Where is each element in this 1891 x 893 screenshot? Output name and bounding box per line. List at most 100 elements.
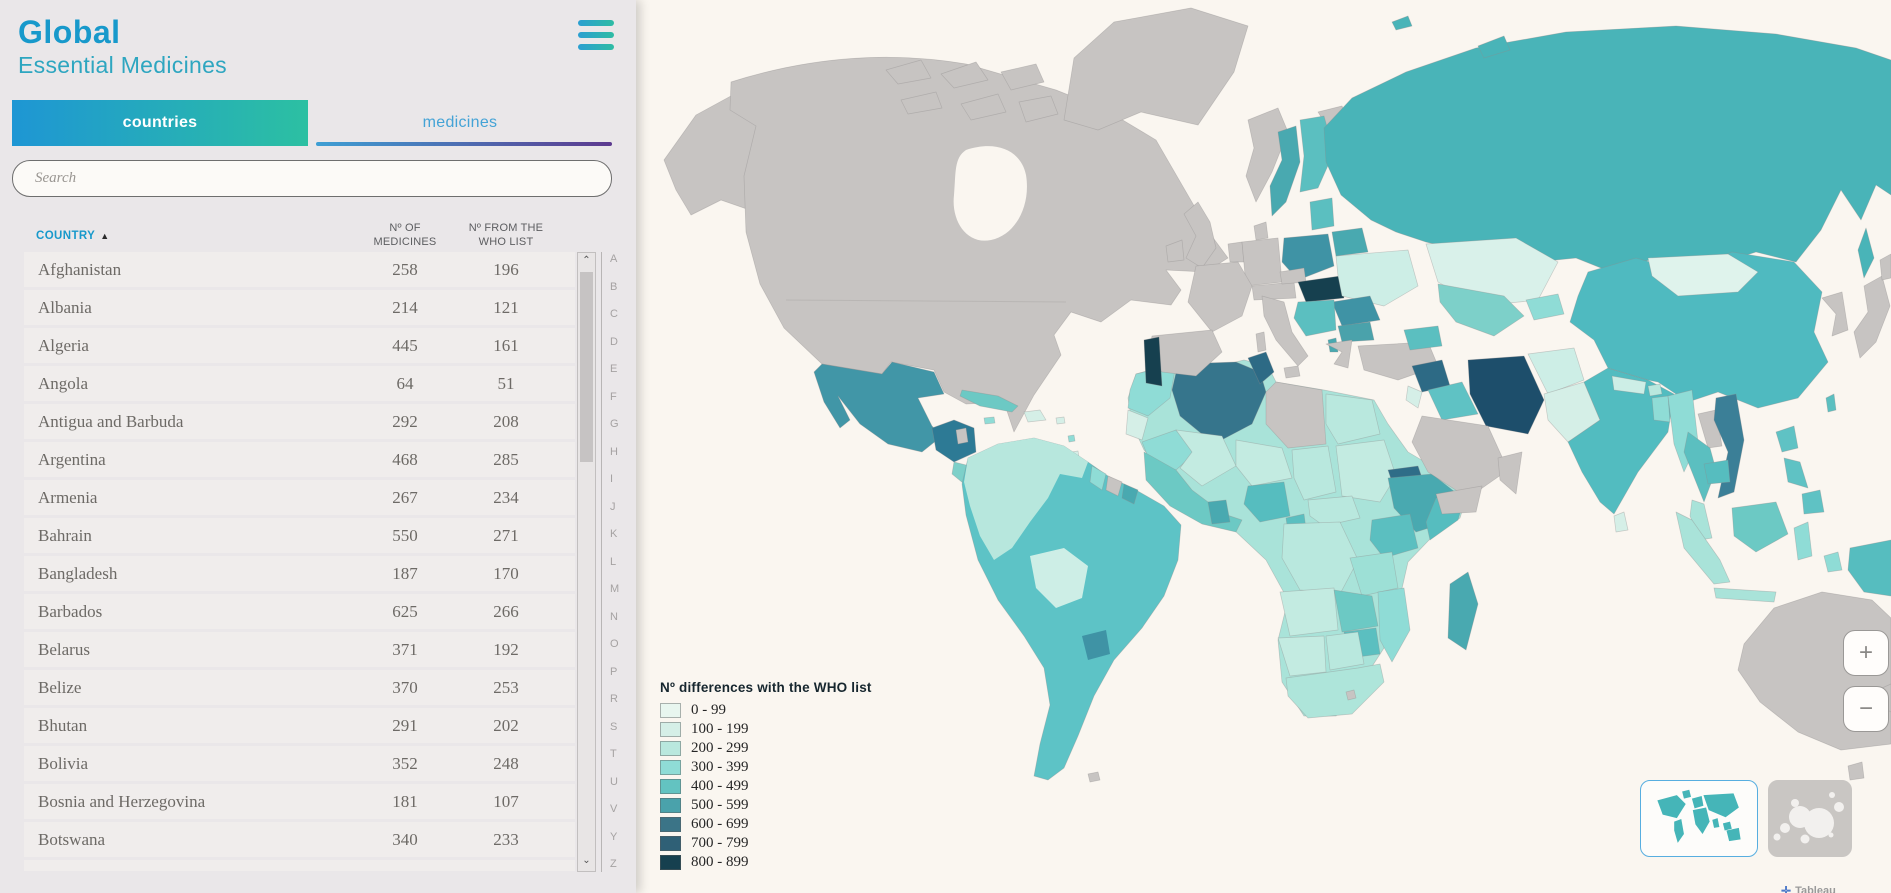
country-name-cell: Bolivia — [38, 754, 89, 773]
alphabet-letter[interactable]: U — [610, 775, 618, 788]
alphabet-letter[interactable]: N — [610, 610, 618, 623]
alphabet-letter[interactable]: O — [610, 638, 619, 650]
alphabet-letter[interactable]: L — [610, 555, 617, 568]
medicines-count-cell: 371 — [392, 640, 418, 659]
alphabet-letter[interactable]: V — [610, 803, 618, 815]
alphabet-letter[interactable]: D — [610, 335, 618, 348]
medicines-count-cell: 625 — [392, 602, 418, 621]
scroll-down-icon[interactable]: ⌄ — [582, 855, 591, 866]
who-list-count-cell: 234 — [493, 488, 519, 507]
search-input[interactable] — [12, 160, 612, 197]
column-header-medicines[interactable]: Nº OF MEDICINES — [373, 222, 437, 248]
legend-color-swatch — [660, 759, 681, 775]
medicines-count-cell: 258 — [392, 260, 418, 279]
table-row[interactable]: Afghanistan 258 196 — [24, 252, 575, 287]
legend-item: 400 - 499 — [660, 778, 872, 794]
alphabet-letter[interactable]: C — [610, 308, 618, 320]
attribution: ✛ Tableau — [1781, 884, 1836, 893]
zoom-in-button[interactable]: + — [1843, 630, 1889, 676]
country-name-cell: Armenia — [38, 488, 98, 507]
legend-title: Nº differences with the WHO list — [660, 680, 872, 695]
table-row[interactable]: Bhutan 291 202 — [24, 708, 575, 743]
legend-item: 800 - 899 — [660, 854, 872, 870]
legend-color-swatch — [660, 740, 681, 756]
region-asia — [1527, 251, 1891, 603]
table-row[interactable]: Armenia 267 234 — [24, 480, 575, 515]
who-list-count-cell: 107 — [493, 792, 519, 811]
legend-item: 0 - 99 — [660, 702, 872, 718]
alphabet-letter[interactable]: H — [610, 445, 618, 458]
table-row[interactable]: Argentina 468 285 — [24, 442, 575, 477]
map-style-choropleth-thumbnail[interactable] — [1640, 780, 1758, 857]
legend-range-label: 300 - 399 — [691, 758, 749, 775]
map-style-bubbles-thumbnail[interactable] — [1768, 780, 1852, 857]
country-name-cell: Belize — [38, 678, 82, 697]
alphabet-letter[interactable]: M — [610, 583, 620, 595]
tab-underline — [316, 142, 612, 146]
continent-europe — [1143, 107, 1439, 387]
country-name-cell: Barbados — [38, 602, 103, 621]
sidebar: Global Essential Medicines countries med… — [0, 0, 636, 893]
alphabet-letter[interactable]: Y — [610, 830, 618, 843]
table-row[interactable]: Bosnia and Herzegovina 181 107 — [24, 784, 575, 819]
medicines-count-cell: 267 — [392, 488, 418, 507]
alphabet-letter[interactable]: T — [610, 748, 617, 760]
table-row[interactable]: Antigua and Barbuda 292 208 — [24, 404, 575, 439]
table-row[interactable]: Barbados 625 266 — [24, 594, 575, 629]
hamburger-icon — [578, 44, 614, 50]
column-country-label: COUNTRY — [36, 230, 96, 242]
alphabet-letter[interactable]: E — [610, 363, 618, 375]
alphabet-letter[interactable]: I — [610, 473, 614, 485]
table-row[interactable]: Algeria 445 161 — [24, 328, 575, 363]
country-name-cell: Angola — [38, 374, 89, 393]
menu-button[interactable] — [578, 20, 614, 50]
table-row-partial[interactable] — [24, 860, 575, 871]
medicines-count-cell: 550 — [392, 526, 418, 545]
zoom-out-button[interactable]: − — [1843, 686, 1889, 732]
medicines-count-cell: 370 — [392, 678, 418, 697]
alphabet-letter[interactable]: B — [610, 280, 618, 293]
table-row[interactable]: Bangladesh 187 170 — [24, 556, 575, 591]
alphabet-letter[interactable]: K — [610, 528, 618, 540]
table-row[interactable]: Bahrain 550 271 — [24, 518, 575, 553]
alphabet-letter[interactable]: R — [610, 693, 618, 705]
alphabet-letter[interactable]: J — [610, 500, 616, 513]
legend-color-swatch — [660, 835, 681, 851]
medicines-count-cell: 64 — [396, 374, 414, 393]
tab-medicines[interactable]: medicines — [308, 100, 612, 146]
table-row[interactable]: Belarus 371 192 — [24, 632, 575, 667]
alphabet-letter[interactable]: F — [610, 390, 617, 403]
continent-south-america — [961, 437, 1182, 783]
app-subtitle: Essential Medicines — [18, 52, 227, 78]
alphabet-index: A B C D E F G H I J K L M N O P R S T U V Y Z — [601, 252, 627, 872]
legend-color-swatch — [660, 702, 681, 718]
column-header-who-list[interactable]: Nº FROM THE WHO LIST — [468, 222, 544, 248]
country-name-cell: Antigua and Barbuda — [38, 412, 184, 431]
alphabet-letter[interactable]: A — [610, 253, 618, 265]
who-list-count-cell: 170 — [493, 564, 519, 583]
country-name-cell: Albania — [38, 298, 92, 317]
alphabet-letter[interactable]: P — [610, 665, 618, 678]
who-list-count-cell: 253 — [493, 678, 519, 697]
continent-north-america — [663, 7, 1349, 433]
scroll-up-icon[interactable]: ⌃ — [582, 255, 591, 266]
scrollbar-thumb[interactable] — [580, 272, 593, 462]
table-row[interactable]: Albania 214 121 — [24, 290, 575, 325]
legend-range-label: 800 - 899 — [691, 853, 749, 870]
table-row[interactable]: Bolivia 352 248 — [24, 746, 575, 781]
app-title: Global — [18, 14, 121, 50]
who-list-count-cell: 233 — [493, 830, 519, 849]
column-header-country[interactable]: COUNTRY ▲ — [36, 230, 110, 242]
country-name-cell: Bahrain — [38, 526, 92, 545]
legend-color-swatch — [660, 797, 681, 813]
tab-countries[interactable]: countries — [12, 100, 308, 146]
alphabet-letter[interactable]: G — [610, 418, 619, 430]
bubble-map-icon — [1773, 792, 1844, 844]
world-map[interactable] — [636, 0, 1891, 893]
list-scrollbar[interactable]: ⌃ ⌄ — [577, 252, 596, 872]
alphabet-letter[interactable]: S — [610, 720, 618, 733]
table-row[interactable]: Angola 64 51 — [24, 366, 575, 401]
alphabet-letter[interactable]: Z — [610, 858, 617, 870]
table-row[interactable]: Belize 370 253 — [24, 670, 575, 705]
table-row[interactable]: Botswana 340 233 — [24, 822, 575, 857]
